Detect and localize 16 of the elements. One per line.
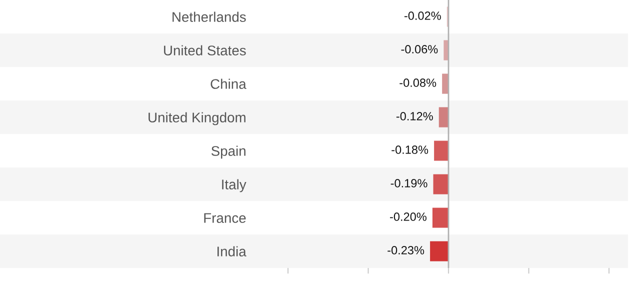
y-tick-label: United States [164,45,246,56]
data-label: -0.23% [388,246,424,254]
data-label: -0.06% [401,45,438,54]
data-label: -0.18% [392,146,428,154]
y-tick-label: India [218,246,246,256]
y-tick-label: United Kingdom [148,112,246,126]
data-label: -0.12% [396,112,433,120]
data-label: -0.20% [390,212,426,221]
data-label: -0.19% [390,179,428,188]
y-tick-label: China [210,78,246,89]
y-tick-label: France [204,213,246,223]
y-tick-label: Italy [222,179,246,192]
y-tick-label: Netherlands [172,12,246,22]
y-tick-label: Spain [211,146,246,159]
data-label: -0.08% [400,78,436,87]
data-label: -0.02% [404,12,441,20]
